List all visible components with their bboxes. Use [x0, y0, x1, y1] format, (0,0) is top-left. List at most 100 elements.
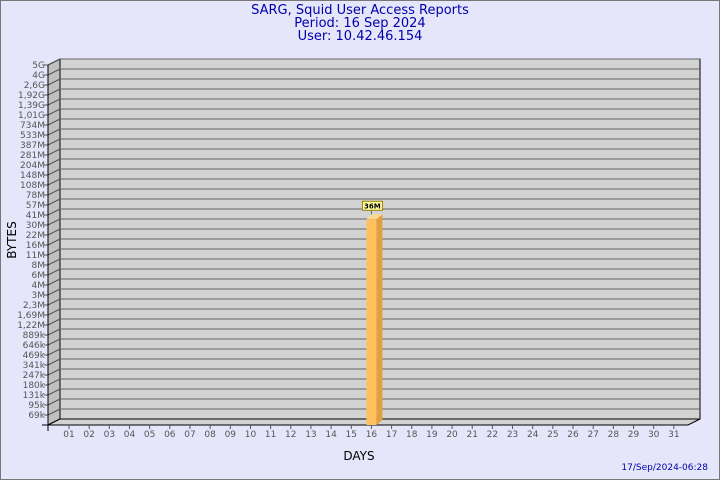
grid-diagonal	[47, 268, 61, 276]
y-tick-label: 69k	[28, 411, 45, 421]
y-tick-label: 204M	[20, 161, 45, 171]
grid-diagonal	[47, 78, 61, 86]
grid-diagonal	[47, 338, 61, 346]
bar-side	[376, 214, 383, 425]
x-tick-label: 11	[265, 430, 276, 440]
y-tick-label: 131k	[23, 391, 46, 401]
grid-diagonal	[47, 218, 61, 226]
x-tick-label: 20	[446, 430, 458, 440]
x-tick-label: 19	[426, 430, 438, 440]
x-tick-label: 06	[164, 430, 176, 440]
x-tick-label: 25	[547, 430, 558, 440]
y-tick-label: 247k	[23, 371, 46, 381]
grid-diagonal	[47, 178, 61, 186]
y-tick-label: 2,6G	[24, 81, 45, 91]
grid-diagonal	[47, 228, 61, 236]
y-tick-label: 734M	[20, 121, 45, 131]
y-tick-label: 889k	[23, 331, 46, 341]
y-tick-label: 30M	[26, 221, 45, 231]
grid-diagonal	[47, 118, 61, 126]
y-tick-label: 95k	[28, 401, 45, 411]
y-tick-label: 1,69M	[17, 311, 45, 321]
y-tick-label: 6M	[32, 271, 46, 281]
x-tick-label: 30	[648, 430, 660, 440]
x-tick-label: 31	[668, 430, 679, 440]
y-tick-label: 22M	[26, 231, 45, 241]
x-tick-label: 05	[144, 430, 155, 440]
grid-diagonal	[47, 248, 61, 256]
y-tick-label: 533M	[20, 131, 45, 141]
y-tick-label: 11M	[26, 251, 45, 261]
x-axis-title: DAYS	[343, 449, 374, 463]
grid-diagonal	[47, 318, 61, 326]
footer-timestamp: 17/Sep/2024-06:28	[621, 463, 708, 473]
x-tick-label: 18	[406, 430, 418, 440]
grid-diagonal	[47, 108, 61, 116]
grid-diagonal	[47, 58, 61, 66]
x-tick-label: 28	[608, 430, 620, 440]
x-tick-label: 12	[285, 430, 296, 440]
chart-title: SARG, Squid User Access Reports	[251, 3, 469, 18]
x-tick-label: 02	[83, 430, 94, 440]
y-tick-label: 646k	[23, 341, 46, 351]
x-tick-label: 08	[204, 430, 216, 440]
x-tick-label: 07	[184, 430, 195, 440]
y-tick-label: 2,3M	[23, 301, 45, 311]
grid-diagonal	[47, 88, 61, 96]
grid-diagonal	[47, 298, 61, 306]
chart-subtitle-user: User: 10.42.46.154	[297, 29, 423, 44]
grid-diagonal	[47, 358, 61, 366]
grid-diagonal	[47, 308, 61, 316]
grid-diagonal	[47, 198, 61, 206]
bar-front	[366, 219, 377, 425]
x-tick-label: 21	[466, 430, 477, 440]
x-tick-label: 23	[507, 430, 518, 440]
y-tick-label: 5G	[32, 61, 45, 71]
grid-diagonal	[47, 188, 61, 196]
x-tick-label: 14	[325, 430, 337, 440]
grid-diagonal	[47, 168, 61, 176]
grid-diagonal	[47, 258, 61, 266]
y-tick-label: 1,01G	[18, 111, 45, 121]
y-tick-label: 387M	[20, 141, 45, 151]
grid-diagonal	[47, 398, 61, 406]
y-tick-label: 469k	[23, 351, 46, 361]
grid-diagonal	[47, 408, 61, 416]
x-tick-label: 13	[305, 430, 316, 440]
x-tick-label: 04	[124, 430, 136, 440]
bar-value-label: 36M	[364, 202, 381, 210]
x-tick-label: 24	[527, 430, 539, 440]
grid-diagonal	[47, 128, 61, 136]
y-tick-label: 4M	[32, 281, 46, 291]
grid-diagonal	[47, 138, 61, 146]
x-tick-label: 17	[386, 430, 397, 440]
y-tick-label: 281M	[20, 151, 45, 161]
x-tick-label: 16	[366, 430, 378, 440]
y-tick-label: 108M	[20, 181, 45, 191]
grid-diagonal	[47, 388, 61, 396]
grid-diagonal	[47, 208, 61, 216]
grid-diagonal	[47, 348, 61, 356]
x-tick-label: 26	[567, 430, 579, 440]
grid-diagonal	[47, 378, 61, 386]
chart-subtitle-period: Period: 16 Sep 2024	[294, 16, 426, 31]
y-axis-title: BYTES	[5, 221, 19, 258]
grid-diagonal	[47, 368, 61, 376]
y-tick-label: 1,92G	[18, 91, 45, 101]
grid-diagonal	[47, 288, 61, 296]
bar-label-box	[361, 200, 383, 211]
x-tick-label: 29	[628, 430, 640, 440]
x-tick-label: 27	[587, 430, 598, 440]
grid-diagonal	[47, 238, 61, 246]
x-tick-label: 15	[346, 430, 357, 440]
y-tick-label: 1,39G	[18, 101, 45, 111]
grid-diagonal	[47, 278, 61, 286]
y-tick-label: 180k	[23, 381, 46, 391]
grid-diagonal	[47, 328, 61, 336]
x-tick-label: 03	[104, 430, 115, 440]
y-tick-label: 16M	[26, 241, 45, 251]
grid-diagonal	[47, 98, 61, 106]
y-tick-label: 78M	[26, 191, 45, 201]
x-tick-label: 01	[63, 430, 74, 440]
